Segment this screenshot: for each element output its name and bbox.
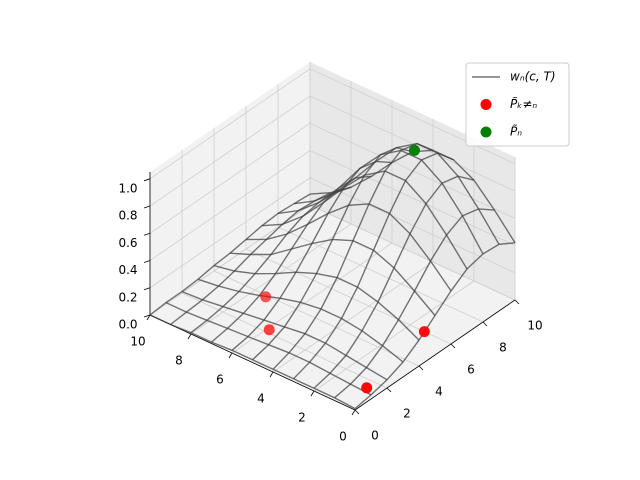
tick-mark xyxy=(482,321,488,327)
z-tick-label: 1.0 xyxy=(118,181,137,195)
tick-mark xyxy=(514,299,520,305)
z-tick-label: 0.4 xyxy=(118,263,137,277)
y-tick-label: 2 xyxy=(403,407,411,421)
tick-mark xyxy=(351,409,356,416)
legend-marker xyxy=(480,126,492,138)
y-tick-label: 4 xyxy=(435,385,443,399)
tick-mark xyxy=(143,260,151,263)
tick-mark xyxy=(143,205,151,209)
x-tick-label: 6 xyxy=(216,373,224,387)
wire-col xyxy=(149,314,356,410)
y-tick-label: 10 xyxy=(527,319,542,333)
wire-col xyxy=(213,264,420,341)
z-tick-label: 0.8 xyxy=(118,209,137,223)
wire-col xyxy=(277,149,484,255)
y-tick-label: 8 xyxy=(499,341,507,355)
tick-mark xyxy=(187,333,192,340)
y-tick-label: 6 xyxy=(467,363,475,377)
tick-mark xyxy=(450,343,456,349)
wire-col xyxy=(229,238,436,316)
z-tick-label: 0.0 xyxy=(118,318,137,332)
scatter-point xyxy=(361,382,373,394)
legend: wₙ(c, T) P̃ₖ≠ₙ P̃ₙ xyxy=(465,62,570,147)
wire-col xyxy=(261,170,468,270)
grid-line xyxy=(213,270,420,367)
legend-label: P̃ₙ xyxy=(510,124,522,138)
wire-col xyxy=(165,301,372,396)
scatter-point xyxy=(408,144,420,156)
grid-line xyxy=(309,68,516,165)
tick-mark xyxy=(386,387,392,393)
wire-col xyxy=(181,290,388,381)
x-tick-label: 2 xyxy=(298,411,306,425)
scatter-point xyxy=(260,291,272,303)
grid-line xyxy=(309,204,516,301)
pane-left xyxy=(150,62,310,315)
grid-line xyxy=(309,150,516,246)
wire-col xyxy=(245,203,452,292)
tick-mark xyxy=(146,314,151,321)
grid-line xyxy=(181,292,388,389)
grid-line xyxy=(149,177,311,289)
tick-mark xyxy=(228,352,233,359)
grid-line xyxy=(245,248,452,345)
wire-col xyxy=(293,142,500,245)
tick-mark xyxy=(269,371,274,378)
pane-floor xyxy=(150,205,515,410)
x-tick-label: 0 xyxy=(339,430,347,444)
legend-label: P̃ₖ≠ₙ xyxy=(510,97,537,111)
tick-mark xyxy=(143,178,151,182)
tick-mark xyxy=(143,314,151,318)
legend-marker xyxy=(480,99,492,110)
grid-line xyxy=(309,177,516,274)
x-tick-label: 8 xyxy=(175,354,183,368)
tick-mark xyxy=(354,409,360,415)
grid-line xyxy=(313,280,475,392)
wire-col xyxy=(197,278,404,363)
legend-box xyxy=(465,62,570,147)
axis-line xyxy=(149,314,356,411)
tick-mark xyxy=(143,287,151,291)
z-tick-label: 0.6 xyxy=(118,236,137,250)
tick-mark xyxy=(310,390,315,397)
grid-line xyxy=(231,242,393,354)
scatter-point xyxy=(263,324,275,336)
scatter-point xyxy=(418,326,430,338)
x-tick-label: 4 xyxy=(257,392,265,406)
grid-line xyxy=(309,95,516,192)
grid-line xyxy=(149,95,311,207)
grid-line xyxy=(149,150,311,261)
grid-line xyxy=(149,122,311,234)
tick-mark xyxy=(143,232,151,236)
y-tick-label: 0 xyxy=(371,429,379,443)
x-tick-label: 10 xyxy=(130,335,145,349)
z-tick-label: 0.2 xyxy=(118,290,137,304)
axis-line xyxy=(354,299,516,411)
grid-line xyxy=(149,68,311,180)
pane-right xyxy=(310,62,515,300)
tick-mark xyxy=(418,365,424,371)
grid-line xyxy=(272,261,434,373)
legend-label: wₙ(c, T) xyxy=(510,70,556,84)
